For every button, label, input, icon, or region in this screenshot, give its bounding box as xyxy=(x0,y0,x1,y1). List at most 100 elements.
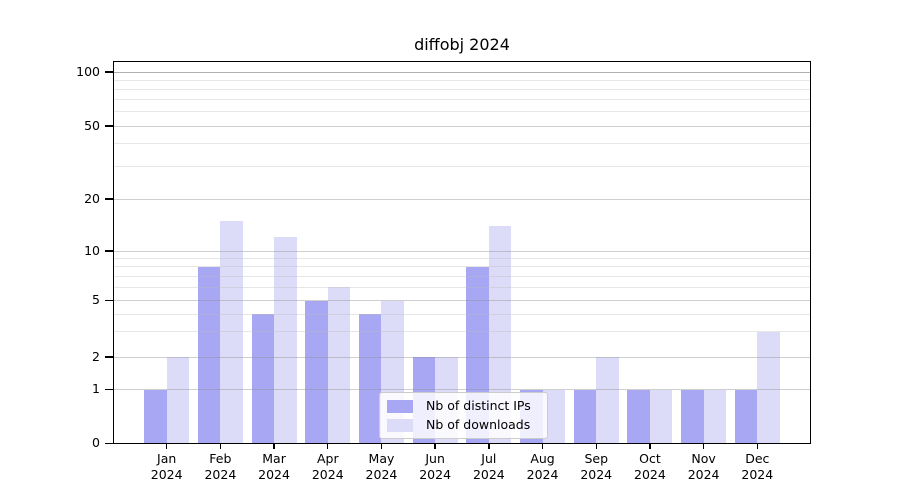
y-tick-label-5: 5 xyxy=(92,292,100,307)
minor-gridline-8 xyxy=(114,266,810,268)
x-label-year: 2024 xyxy=(741,466,774,482)
bar-distinct-ips-feb xyxy=(197,266,221,444)
x-label-month: Dec xyxy=(745,451,770,466)
x-tick-label-aug: Aug 2024 xyxy=(515,451,571,482)
y-tick-label-20: 20 xyxy=(84,190,100,206)
y-tick-label-0: 0 xyxy=(92,435,100,450)
y-tick-5 xyxy=(105,299,113,302)
x-label-month: Jun xyxy=(425,451,445,466)
bar-distinct-ips-oct xyxy=(627,389,650,444)
y-tick-2 xyxy=(105,356,113,358)
minor-gridline-90 xyxy=(114,79,810,81)
minor-gridline-3 xyxy=(114,331,810,333)
minor-gridline-6 xyxy=(114,286,810,288)
x-tick-oct xyxy=(649,443,651,449)
legend-item-distinct-ips: Nb of distinct IPs xyxy=(387,399,538,413)
x-label-year: 2024 xyxy=(687,466,720,482)
bar-downloads-mar xyxy=(274,237,297,444)
x-tick-label-jan: Jan 2024 xyxy=(139,451,195,482)
x-label-year: 2024 xyxy=(365,466,398,482)
x-label-month: Sep xyxy=(584,451,608,466)
major-gridline-20 xyxy=(114,198,810,200)
x-label-month: Jan xyxy=(157,451,177,466)
bar-distinct-ips-mar xyxy=(251,314,275,444)
x-tick-nov xyxy=(702,443,705,449)
y-tick-10 xyxy=(105,250,113,252)
legend-label-distinct-ips: Nb of distinct IPs xyxy=(426,398,531,413)
x-label-month: Aug xyxy=(530,451,555,466)
bar-downloads-aug xyxy=(542,389,566,444)
x-label-month: Apr xyxy=(316,451,339,466)
bar-downloads-feb xyxy=(220,220,243,444)
bar-distinct-ips-sep xyxy=(573,389,597,444)
bar-downloads-jan xyxy=(166,357,190,444)
x-label-month: May xyxy=(368,451,395,466)
minor-gridline-7 xyxy=(114,275,810,277)
minor-gridline-4 xyxy=(114,313,810,315)
bar-distinct-ips-apr xyxy=(305,300,328,444)
y-tick-label-1: 1 xyxy=(92,381,100,396)
x-tick-label-apr: Apr 2024 xyxy=(300,451,356,482)
bar-distinct-ips-nov xyxy=(681,389,704,444)
x-label-year: 2024 xyxy=(204,466,237,482)
y-tick-label-10: 10 xyxy=(84,242,100,258)
x-tick-label-nov: Nov 2024 xyxy=(676,451,732,482)
y-tick-1 xyxy=(105,388,113,391)
minor-gridline-80 xyxy=(114,88,810,90)
y-tick-20 xyxy=(105,198,113,200)
legend-swatch-distinct-ips xyxy=(387,399,413,413)
legend: Nb of distinct IPs Nb of downloads xyxy=(379,392,548,439)
major-gridline-2 xyxy=(114,356,810,358)
x-tick-mar xyxy=(273,443,275,449)
x-tick-aug xyxy=(541,443,544,449)
x-tick-label-may: May 2024 xyxy=(353,451,409,482)
x-tick-label-dec: Dec 2024 xyxy=(729,451,785,482)
x-tick-feb xyxy=(219,443,222,449)
x-label-month: Feb xyxy=(209,451,232,466)
x-tick-label-feb: Feb 2024 xyxy=(192,451,248,482)
minor-gridline-9 xyxy=(114,258,810,260)
x-label-year: 2024 xyxy=(580,466,613,482)
x-label-year: 2024 xyxy=(150,466,183,482)
x-label-month: Nov xyxy=(691,451,716,466)
x-tick-jan xyxy=(165,443,168,449)
legend-label-downloads: Nb of downloads xyxy=(426,417,531,432)
major-gridline-10 xyxy=(114,250,810,252)
bar-distinct-ips-may xyxy=(358,314,382,444)
minor-gridline-60 xyxy=(114,111,810,113)
x-label-year: 2024 xyxy=(258,466,290,482)
bar-downloads-nov xyxy=(703,389,727,444)
x-tick-label-sep: Sep 2024 xyxy=(568,451,624,482)
x-tick-label-jul: Jul 2024 xyxy=(461,451,517,482)
y-tick-label-50: 50 xyxy=(84,117,100,133)
y-tick-label-100: 100 xyxy=(76,63,100,79)
legend-swatch-downloads xyxy=(387,418,413,432)
major-gridline-50 xyxy=(114,125,810,127)
chart-title: diffobj 2024 xyxy=(414,35,510,54)
x-tick-may xyxy=(380,443,383,449)
y-tick-100 xyxy=(105,71,113,73)
minor-gridline-30 xyxy=(114,166,810,168)
y-tick-50 xyxy=(105,125,113,127)
x-label-year: 2024 xyxy=(634,466,666,482)
x-tick-apr xyxy=(327,443,329,449)
bar-distinct-ips-jan xyxy=(144,389,167,444)
x-tick-jun xyxy=(434,443,436,449)
x-label-year: 2024 xyxy=(311,466,344,482)
x-label-month: Mar xyxy=(262,451,286,466)
y-tick-0 xyxy=(105,442,113,445)
major-gridline-100 xyxy=(114,71,810,73)
x-tick-label-mar: Mar 2024 xyxy=(246,451,302,482)
bar-downloads-jul xyxy=(488,225,512,444)
minor-gridline-70 xyxy=(114,99,810,101)
x-label-month: Oct xyxy=(639,451,661,466)
minor-gridline-40 xyxy=(114,143,810,145)
legend-item-downloads: Nb of downloads xyxy=(387,418,538,432)
bar-downloads-sep xyxy=(596,357,619,444)
bar-downloads-oct xyxy=(649,389,673,444)
major-gridline-1 xyxy=(114,389,810,390)
x-tick-label-oct: Oct 2024 xyxy=(622,451,678,482)
x-tick-jul xyxy=(488,443,490,449)
x-label-month: Jul xyxy=(481,451,497,466)
